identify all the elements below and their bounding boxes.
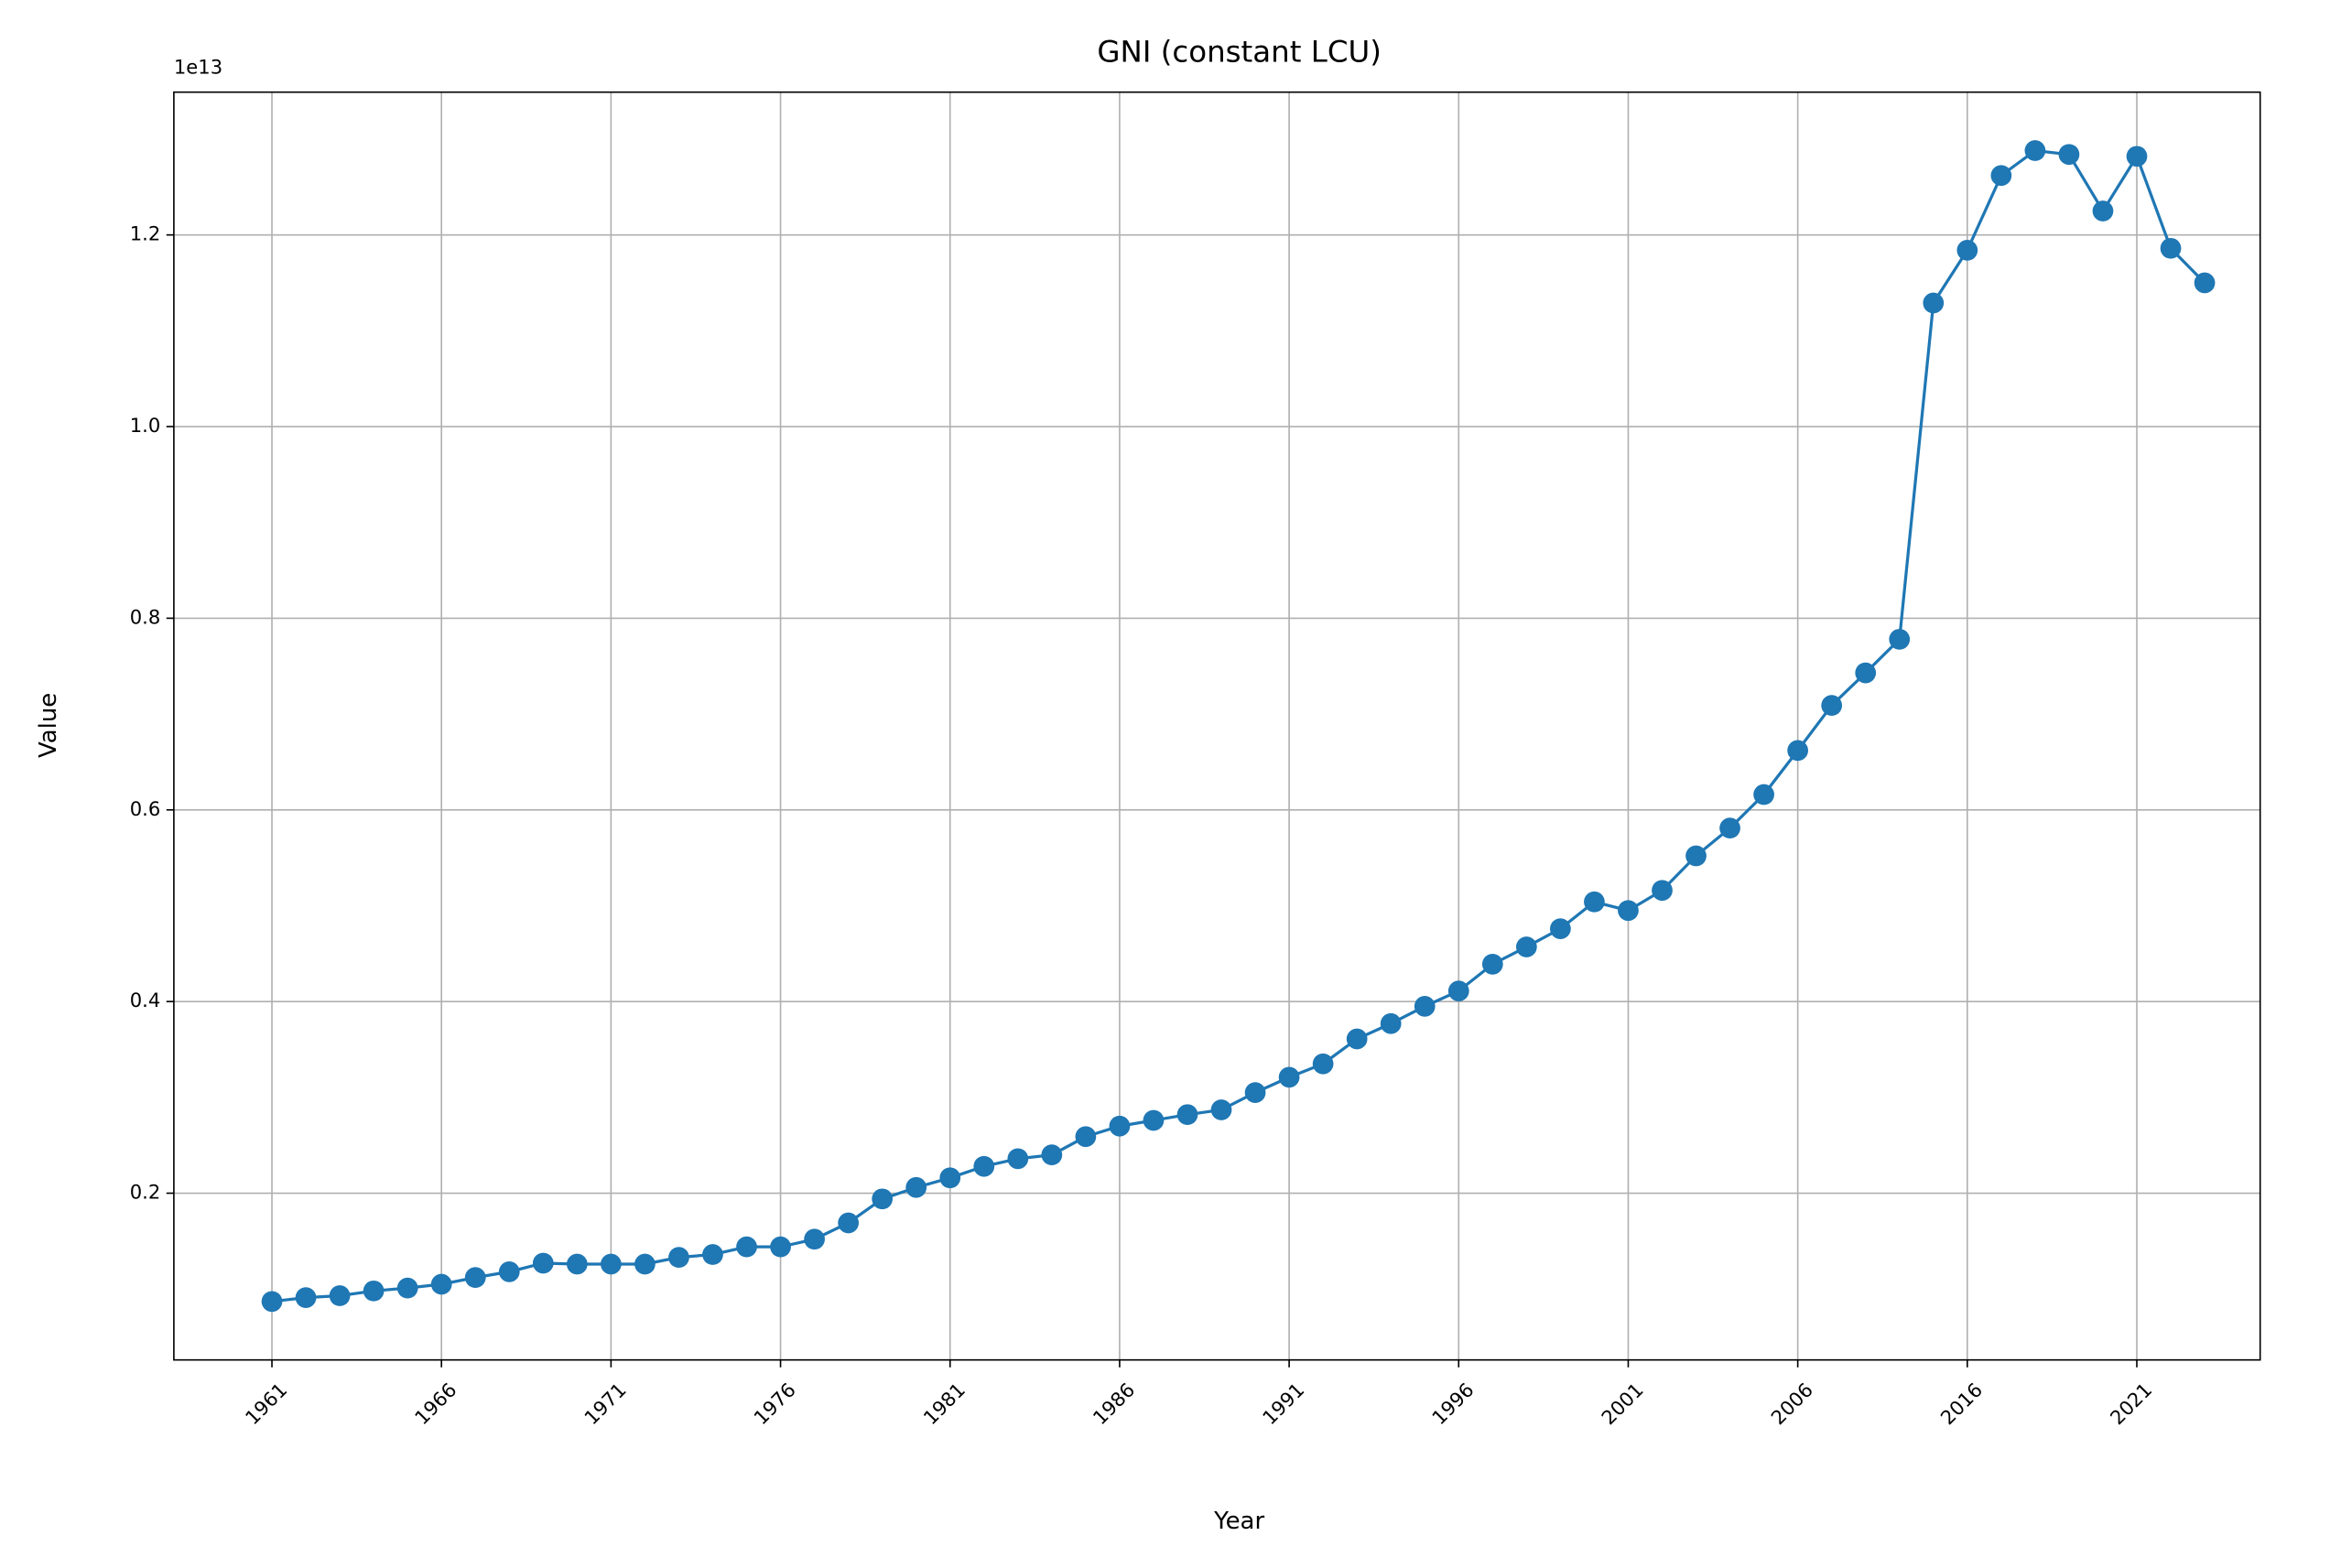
y-tick-label: 1.2 [130,222,161,245]
data-point [1109,1115,1131,1137]
data-point [1041,1144,1063,1166]
data-point [1821,695,1843,717]
data-point [1515,936,1537,957]
data-point [1787,740,1809,762]
data-point [1889,629,1911,650]
data-point [1278,1066,1300,1088]
data-point [634,1253,656,1275]
data-point [1176,1104,1198,1126]
y-tick-label: 1.0 [130,414,161,437]
data-point [601,1253,622,1275]
data-point [702,1244,723,1265]
data-point [1584,891,1605,913]
data-point [1210,1099,1232,1120]
data-point [396,1277,418,1299]
data-point [1923,292,1945,314]
data-point [973,1155,995,1177]
data-point [668,1247,689,1269]
data-point [1550,918,1571,939]
data-point [1143,1109,1165,1131]
data-point [363,1280,385,1302]
data-point [1380,1012,1402,1034]
data-point [1244,1082,1266,1103]
data-point [1855,662,1877,684]
data-point [1753,784,1774,806]
data-point [498,1261,520,1282]
data-point [430,1273,452,1295]
data-point [1075,1126,1097,1148]
data-point [1956,240,1978,261]
data-point [1990,165,2012,187]
data-point [1346,1028,1368,1050]
y-tick-label: 0.8 [130,605,161,628]
data-point [2160,237,2182,259]
data-point [1414,996,1436,1017]
data-point [1007,1148,1029,1170]
data-point [1685,845,1707,867]
data-point [905,1176,927,1198]
data-point [770,1236,791,1258]
data-point [1481,953,1503,975]
data-point [2126,146,2148,168]
y-offset-label: 1e13 [174,56,222,79]
y-tick-label: 0.6 [130,797,161,820]
data-point [1447,980,1469,1002]
data-point [2058,144,2080,166]
data-point [566,1253,588,1275]
data-line [271,148,2206,1303]
data-point [2092,200,2114,222]
y-tick-label: 0.4 [130,989,161,1011]
data-point [1618,900,1639,922]
data-point [295,1287,317,1309]
chart-title: GNI (constant LCU) [1097,34,1381,69]
data-point [532,1252,554,1274]
x-axis-label: Year [1213,1508,1264,1535]
data-point [1719,817,1740,839]
data-point [261,1291,283,1313]
plot-frame [173,91,2261,1361]
data-point [1652,880,1673,902]
data-point [1312,1053,1334,1075]
y-tick-label: 0.2 [130,1181,161,1204]
data-point [329,1285,351,1306]
data-point [2024,140,2046,161]
data-point [804,1228,825,1250]
data-point [838,1212,859,1234]
data-point [939,1167,961,1189]
data-point [464,1267,486,1289]
data-point [872,1188,894,1210]
y-axis-label: Value [35,693,62,758]
data-point [736,1236,757,1258]
data-point [2194,272,2216,294]
